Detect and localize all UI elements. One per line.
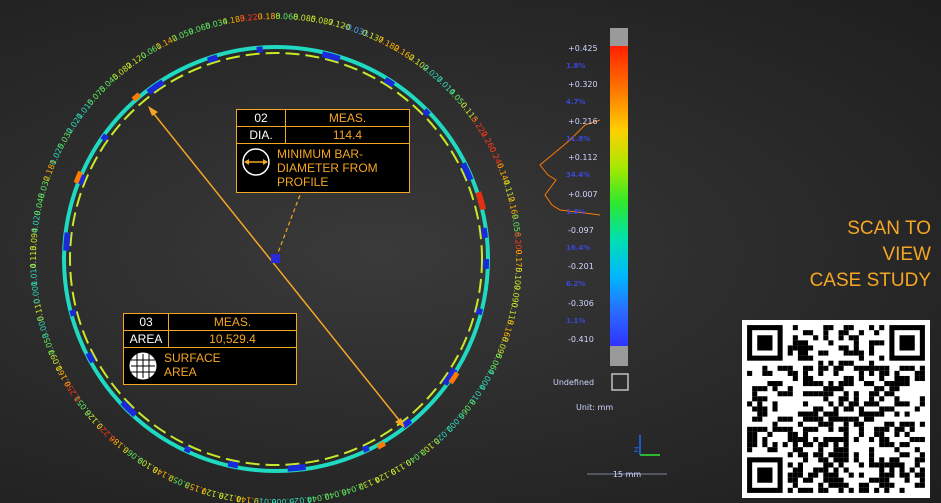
- color-scale-bar: [610, 46, 628, 348]
- scale-percent-label: 16.4%: [566, 244, 591, 252]
- deviation-label: 0.014: [29, 263, 39, 286]
- scale-tick-label: +0.320: [568, 80, 598, 90]
- deviation-label: 0.056: [510, 214, 522, 238]
- deviation-label: 0.001: [30, 280, 42, 304]
- profile-inner-outline: [69, 52, 483, 466]
- scale-percent-label: 1.8%: [566, 207, 586, 216]
- callout-header: MEAS.: [213, 315, 252, 329]
- deviation-label: 0.087: [310, 14, 334, 27]
- callout-description: SURFACE AREA: [164, 351, 221, 379]
- callout-key: AREA: [124, 331, 169, 347]
- diameter-icon: [242, 148, 270, 176]
- deviation-label: 0.188: [258, 12, 281, 22]
- deviation-label: 0.019: [254, 496, 277, 503]
- scale-tick-label: -0.410: [568, 335, 594, 345]
- axis-triad-icon: Z: [634, 435, 660, 456]
- scale-percent-label: 34.4%: [566, 171, 591, 180]
- deviation-label: 0.183: [222, 14, 246, 27]
- scale-tick-label: -0.201: [568, 262, 594, 272]
- area-callout[interactable]: 03 MEAS. AREA 10,529.4 SURFACE AREA: [123, 313, 297, 385]
- callout-number: 03: [124, 314, 169, 330]
- deviation-label: 0.223: [240, 12, 264, 23]
- callout-value: 114.4: [332, 128, 363, 142]
- deviation-label: 0.085: [293, 12, 317, 24]
- deviation-label: 0.006: [271, 497, 294, 503]
- scale-tick-label: +0.425: [568, 44, 598, 53]
- deviation-label: 0.144: [236, 494, 260, 503]
- scale-percent-label: 4.7%: [566, 98, 586, 107]
- scale-bar: 15 mm: [587, 470, 667, 479]
- callout-number: 02: [237, 110, 286, 126]
- deviation-label: 0.113: [29, 246, 38, 269]
- deviation-label: 0.029: [30, 210, 42, 234]
- histogram-trace: [539, 119, 601, 216]
- deviation-label: 0.209: [513, 232, 523, 255]
- negative-deviation-band: [63, 46, 489, 472]
- unit-label: Unit: mm: [576, 403, 614, 412]
- svg-text:15 mm: 15 mm: [613, 470, 642, 479]
- scale-tick-label: +0.007: [568, 189, 598, 199]
- deviation-label: 0.175: [514, 249, 523, 272]
- scale-tick-label: +0.112: [568, 153, 598, 163]
- diameter-callout[interactable]: 02 MEAS. DIA. 114.4 MINIMUM BAR-DIAMETER…: [236, 109, 410, 193]
- undefined-swatch: [611, 373, 629, 391]
- deviation-label: 0.090: [509, 284, 521, 308]
- color-scale: [610, 28, 629, 391]
- scale-tick-label: +0.216: [568, 116, 598, 126]
- cta-line-2: VIEW: [882, 244, 931, 265]
- callout-header: MEAS.: [328, 111, 367, 125]
- cta-line-3: CASE STUDY: [809, 270, 931, 291]
- scale-percent-label: 1.8%: [566, 62, 586, 70]
- diameter-arrow: [148, 106, 405, 428]
- scale-percent-label: 1.1%: [566, 316, 586, 325]
- callout-key: DIA.: [237, 127, 286, 143]
- profile-ring[interactable]: [59, 42, 493, 476]
- deviation-label: 0.068: [275, 12, 298, 22]
- deviation-label: 0.109: [512, 267, 523, 291]
- svg-text:Z: Z: [634, 446, 639, 454]
- scale-percent-label: 6.2%: [566, 280, 586, 289]
- grid-area-icon: [129, 352, 157, 380]
- undefined-label: Undefined: [553, 378, 595, 387]
- scale-tick-label: -0.097: [568, 226, 594, 235]
- callout-description: MINIMUM BAR-DIAMETER FROM PROFILE: [277, 147, 378, 189]
- cta-line-1: SCAN TO: [847, 218, 931, 239]
- scan-cta: SCAN TO VIEW CASE STUDY: [761, 216, 931, 294]
- deviation-label: 0.025: [289, 495, 313, 503]
- qr-code[interactable]: [742, 320, 930, 498]
- scale-tick-label: -0.306: [568, 298, 594, 308]
- scale-percent-label: 11.8%: [566, 134, 591, 143]
- deviation-label: 0.044: [306, 491, 330, 503]
- callout-value: 10,529.4: [209, 332, 256, 346]
- deviation-label: 0.034: [204, 17, 228, 31]
- deviation-label: 0.094: [29, 228, 40, 252]
